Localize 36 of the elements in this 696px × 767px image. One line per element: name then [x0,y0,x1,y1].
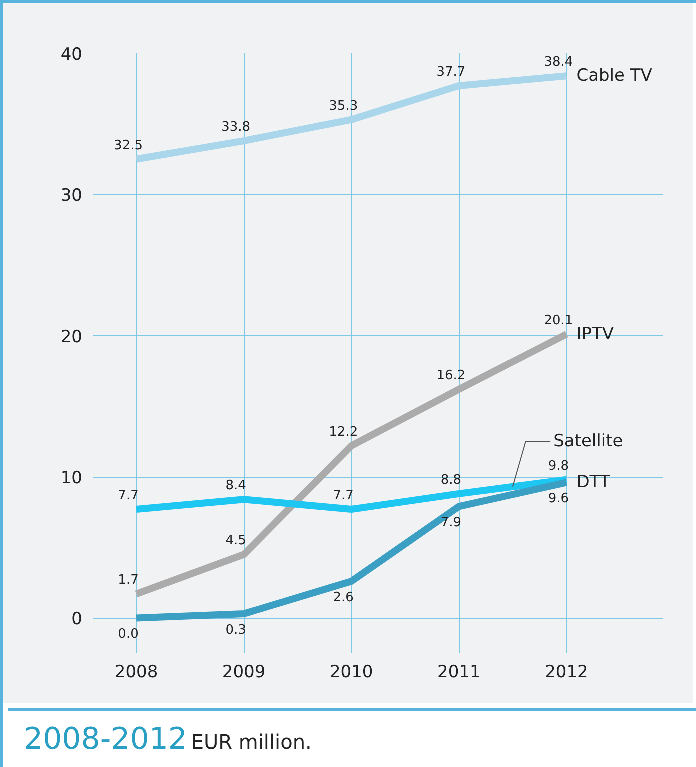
text: EUR million. [191,730,312,754]
data-label: 16.2 [436,368,466,384]
data-label: 20.1 [544,313,574,328]
y-tick-label: 20 [60,327,83,348]
data-label: 33.8 [222,120,251,136]
series-label: IPTV [576,324,614,344]
y-tick-label: 0 [72,610,83,630]
data-label: 1.7 [118,573,139,588]
y-tick-label: 40 [60,45,83,65]
data-label: 8.4 [226,478,246,494]
y-tick-label: 30 [60,186,83,206]
x-tick-label: 2010 [330,662,374,682]
data-label: 37.7 [436,64,466,80]
y-tick-label: 10 [60,468,83,489]
data-label: 9.6 [548,492,570,507]
x-tick-label: 2012 [545,662,588,682]
data-label: 12.2 [329,424,358,440]
series-label: DTT [576,472,611,493]
text: 2008-2012 [24,722,188,757]
data-label: 32.5 [114,138,143,154]
data-label: 8.8 [440,472,462,488]
data-label: 7.9 [440,516,462,531]
data-label: 2.6 [333,590,354,606]
x-tick-label: 2009 [222,662,266,682]
data-label: 0.3 [226,622,246,638]
series-label: Satellite [554,432,624,452]
data-label: 4.5 [226,534,246,549]
series-label: Cable TV [576,66,653,86]
x-tick-label: 2011 [438,662,481,682]
data-label: 35.3 [329,98,358,114]
x-tick-label: 2008 [114,662,158,682]
data-label: 0.0 [118,627,139,642]
data-label: 7.7 [118,488,139,504]
data-label: 38.4 [544,55,574,70]
data-label: 7.7 [333,488,354,504]
data-label: 9.8 [548,458,570,474]
